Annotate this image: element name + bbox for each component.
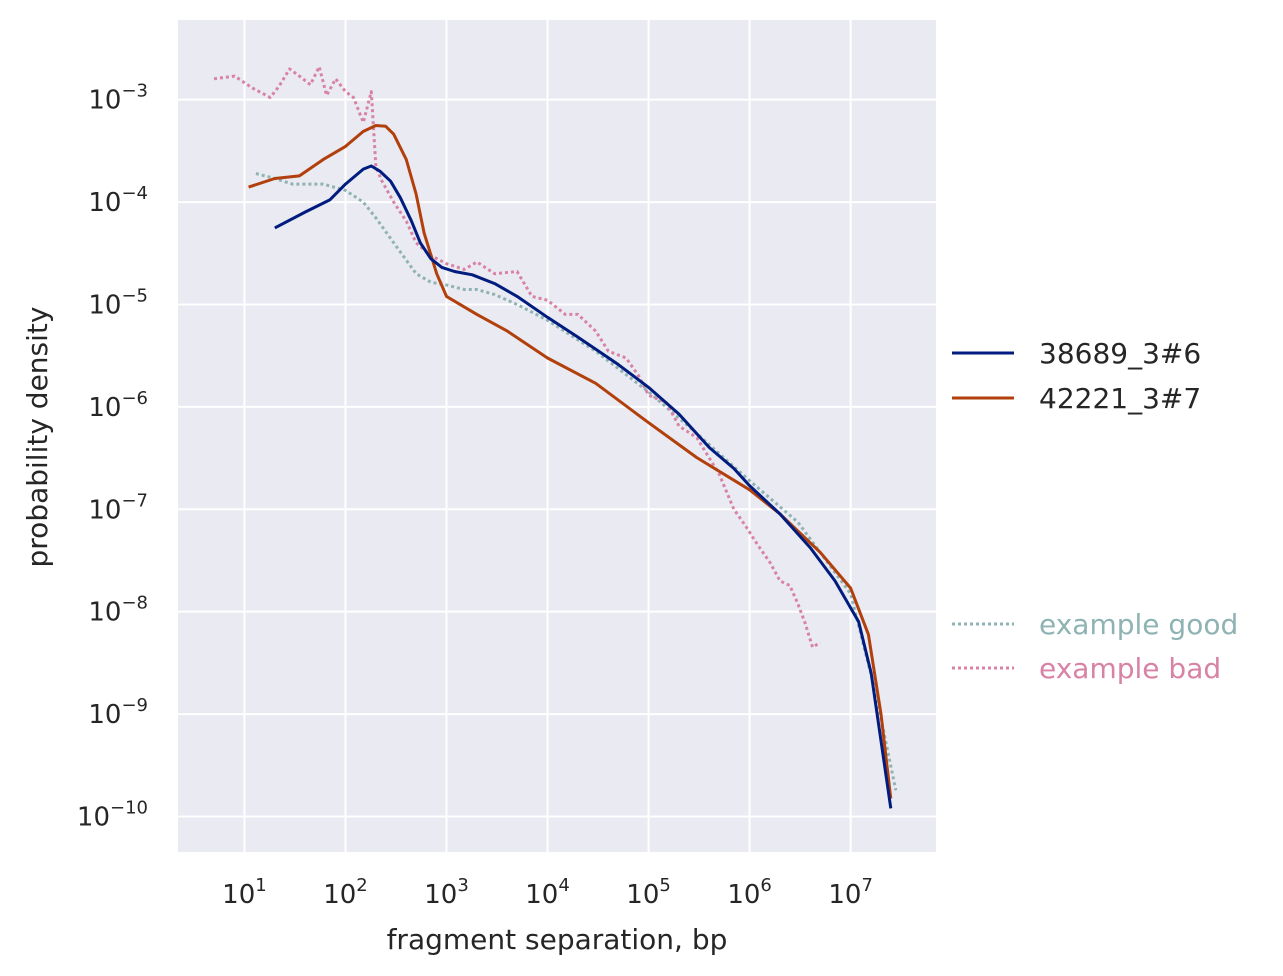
series-line-38689-3-6 xyxy=(274,164,893,809)
legend-label: example bad xyxy=(1039,652,1221,685)
x-tick-label: 106 xyxy=(727,875,772,910)
plot-background xyxy=(178,20,936,852)
y-tick-label: 10−5 xyxy=(88,285,148,320)
x-tick-labels: 101 102 103 104 105 106 107 xyxy=(222,875,873,910)
x-tick-label: 103 xyxy=(424,875,469,910)
x-axis-title: fragment separation, bp xyxy=(387,923,728,956)
y-tick-labels: 10−3 10−4 10−5 10−6 10−7 10−8 10−9 10−10 xyxy=(77,81,148,833)
y-tick-label: 10−4 xyxy=(88,183,148,218)
x-tick-label: 105 xyxy=(626,875,671,910)
y-tick-label: 10−3 xyxy=(88,81,148,116)
y-tick-label: 10−8 xyxy=(88,593,148,628)
x-tick-label: 107 xyxy=(828,875,873,910)
series-line-example-bad xyxy=(213,65,821,649)
x-tick-label: 101 xyxy=(222,875,267,910)
y-axis-title: probability density xyxy=(21,307,54,568)
y-tick-label: 10−9 xyxy=(88,695,148,730)
series-line-example-good xyxy=(255,172,898,791)
x-tick-label: 104 xyxy=(525,875,570,910)
y-tick-label: 10−6 xyxy=(88,388,148,423)
grid xyxy=(178,20,936,852)
y-tick-label: 10−7 xyxy=(88,490,148,525)
y-tick-label: 10−10 xyxy=(77,797,148,832)
series-line-42221-3-7 xyxy=(248,124,893,799)
legend-label: example good xyxy=(1039,608,1238,641)
series-layer xyxy=(213,65,898,809)
legend-label: 38689_3#6 xyxy=(1039,337,1201,370)
legend-label: 42221_3#7 xyxy=(1039,382,1201,415)
x-tick-label: 102 xyxy=(323,875,368,910)
